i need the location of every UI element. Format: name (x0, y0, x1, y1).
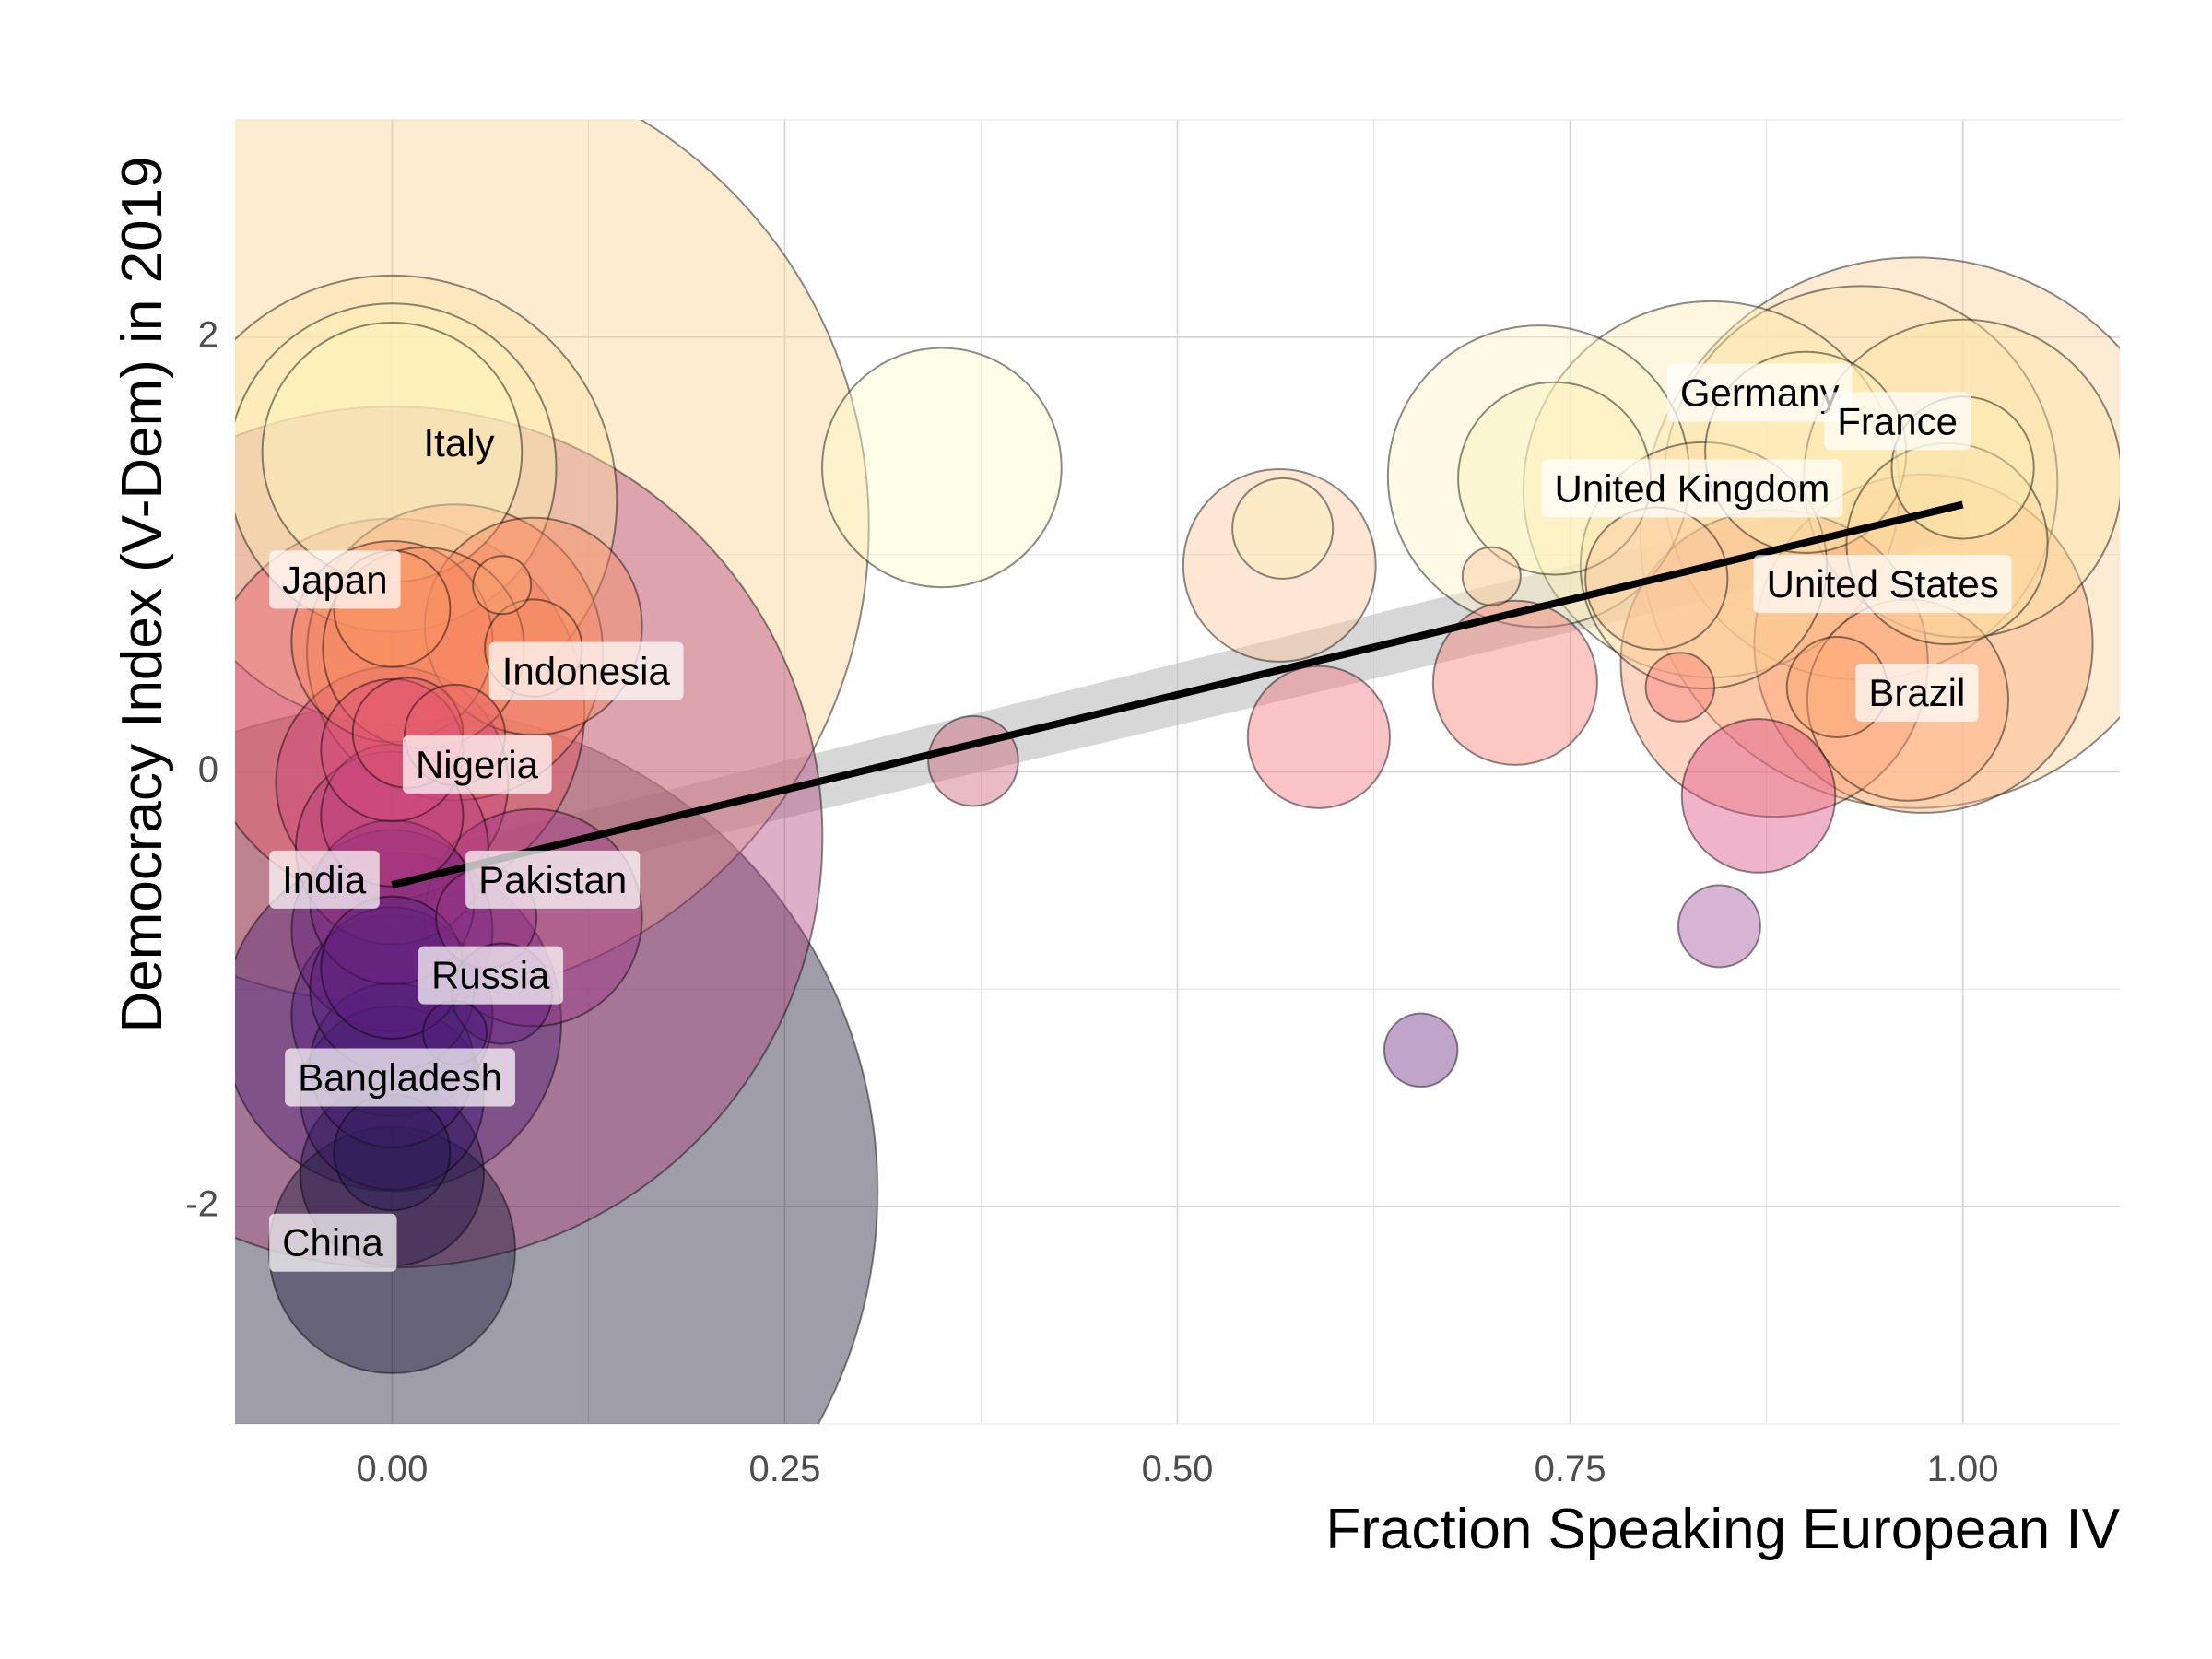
country-label-text: Brazil (1868, 671, 1965, 714)
x-tick-label: 1.00 (1927, 1449, 1999, 1489)
country-label-text: France (1837, 399, 1958, 442)
y-tick-label: 0 (198, 749, 218, 790)
regression-line (391, 500, 1964, 889)
data-point (333, 1093, 452, 1212)
country-label-box (465, 850, 641, 909)
country-label: Indonesia (488, 641, 684, 700)
tick-label-layer: 0.00 0.25 0.50 0.75 1.00 -2 0 2 (185, 314, 1998, 1489)
country-label-text: Germany (1680, 371, 1840, 415)
country-label-box (269, 1213, 397, 1272)
country-label-text: United Kingdom (1555, 466, 1830, 510)
data-point (927, 714, 1019, 807)
country-label-box (1753, 555, 2012, 614)
country-label-box (269, 850, 380, 909)
y-axis-title: Democracy Index (V-Dem) in 2019 (111, 156, 174, 1032)
data-point (235, 274, 618, 726)
country-label: China (269, 1213, 397, 1272)
country-label-text: China (282, 1221, 383, 1265)
fit-line-layer (391, 500, 1964, 889)
data-point (1246, 665, 1391, 809)
data-point (235, 517, 586, 905)
data-point (235, 302, 558, 633)
country-label-box (1855, 664, 1979, 723)
country-label-box (1541, 459, 1843, 518)
country-label: Brazil (1855, 664, 1979, 723)
country-label: Nigeria (402, 735, 552, 794)
country-label-text: Japan (282, 558, 387, 601)
country-label-box (488, 641, 684, 700)
country-label-text: Pakistan (478, 858, 627, 901)
country-label-box (402, 735, 552, 794)
country-label-box (1666, 363, 1853, 422)
country-label: India (269, 850, 380, 909)
country-label-text: United States (1767, 562, 1999, 606)
data-point (821, 347, 1063, 589)
country-label-box (285, 1048, 516, 1107)
country-label: Bangladesh (285, 1048, 516, 1107)
country-label-layer: Italy Japan Indonesia Nigeria India Pakistan R… (269, 363, 2012, 1272)
data-point (1231, 477, 1335, 580)
country-label: Japan (269, 550, 401, 609)
country-label-box (269, 550, 401, 609)
country-label: Germany (1666, 363, 1853, 422)
data-point (1431, 599, 1598, 766)
data-point (472, 555, 533, 616)
x-tick-label: 0.50 (1142, 1449, 1214, 1489)
country-label-text: India (282, 858, 367, 901)
country-label-text: Italy (424, 421, 495, 465)
country-label: Italy (424, 421, 495, 465)
data-point (1461, 546, 1522, 606)
data-point (1677, 884, 1761, 969)
data-point (1382, 1012, 1459, 1088)
x-tick-label: 0.00 (356, 1449, 428, 1489)
y-tick-label: 2 (198, 314, 218, 355)
confidence-band (392, 467, 1963, 912)
x-tick-label: 0.75 (1535, 1449, 1606, 1489)
x-tick-label: 0.25 (749, 1449, 821, 1489)
data-point (235, 120, 870, 1005)
data-point (1182, 468, 1377, 663)
x-axis-title: Fraction Speaking European IV (1325, 1498, 2120, 1561)
country-label-box (1824, 392, 1971, 451)
country-label-text: Bangladesh (298, 1055, 502, 1099)
country-label-text: Indonesia (502, 649, 671, 692)
confidence-band-layer (392, 467, 1963, 912)
country-label: Russia (418, 946, 564, 1005)
country-label: United States (1753, 555, 2012, 614)
data-point (1680, 718, 1837, 874)
country-label: France (1824, 392, 1971, 451)
data-point (1644, 652, 1716, 723)
country-label-text: Russia (431, 954, 550, 997)
country-label-text: Nigeria (416, 743, 539, 786)
country-label-box (418, 946, 564, 1005)
country-label: United Kingdom (1541, 459, 1843, 518)
country-label: Pakistan (465, 850, 641, 909)
y-tick-label: -2 (185, 1184, 218, 1225)
